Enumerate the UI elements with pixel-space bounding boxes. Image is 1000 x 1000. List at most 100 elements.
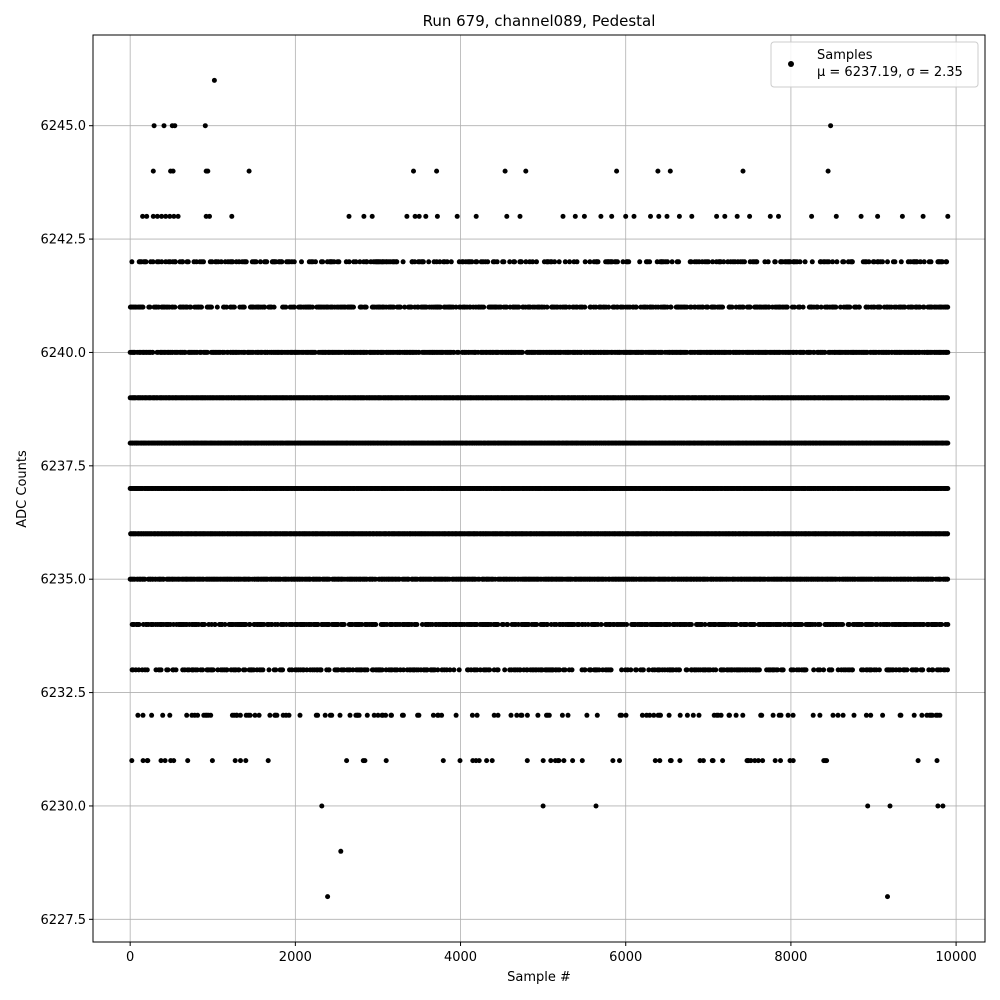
data-point	[637, 259, 643, 265]
data-point	[620, 259, 626, 265]
data-point	[552, 259, 558, 265]
data-point	[199, 304, 204, 310]
data-point	[357, 259, 363, 265]
data-point	[945, 349, 951, 355]
data-point	[791, 304, 797, 310]
data-point	[364, 259, 370, 265]
data-point	[944, 259, 950, 265]
data-point	[945, 486, 951, 491]
data-point	[877, 304, 883, 310]
data-point	[754, 259, 760, 265]
data-point	[448, 259, 454, 265]
data-point	[917, 259, 923, 265]
data-point	[880, 259, 885, 265]
data-point	[143, 259, 149, 265]
data-point	[501, 259, 507, 265]
data-point	[310, 304, 315, 310]
data-point	[567, 259, 573, 265]
data-point	[841, 259, 847, 265]
data-point	[353, 259, 359, 265]
data-point	[231, 304, 237, 310]
data-point	[320, 259, 326, 265]
data-point	[336, 259, 342, 265]
data-point	[444, 259, 450, 265]
data-point	[721, 259, 727, 265]
data-point	[188, 304, 194, 310]
data-point	[209, 259, 215, 265]
data-point	[185, 259, 191, 265]
data-point	[397, 304, 403, 310]
data-point	[150, 349, 156, 355]
data-point	[668, 304, 674, 310]
data-point	[885, 259, 890, 265]
data-point	[201, 259, 206, 265]
data-point	[928, 259, 934, 265]
data-point	[939, 259, 945, 265]
data-point	[945, 395, 950, 401]
data-point	[402, 304, 408, 310]
data-point	[544, 304, 550, 310]
data-point	[172, 259, 178, 265]
data-point	[898, 259, 904, 265]
data-point	[516, 304, 522, 310]
data-point	[312, 349, 318, 355]
data-point	[847, 304, 853, 310]
data-point	[669, 259, 675, 265]
data-point	[945, 531, 951, 537]
data-point	[264, 259, 270, 265]
data-point	[866, 259, 872, 265]
data-point	[688, 259, 694, 265]
data-point	[494, 259, 500, 265]
data-point	[224, 304, 230, 310]
data-point	[299, 259, 304, 265]
data-point	[849, 259, 855, 265]
data-point	[351, 304, 356, 310]
data-point	[172, 304, 178, 310]
data-point	[797, 259, 803, 265]
data-point	[140, 304, 146, 310]
data-point	[833, 304, 839, 310]
data-point	[809, 259, 815, 265]
data-point	[772, 259, 778, 265]
data-point	[512, 259, 518, 265]
data-point	[834, 259, 840, 265]
data-point	[826, 259, 832, 265]
data-point	[562, 259, 568, 265]
data-point	[420, 259, 426, 265]
data-point	[595, 259, 601, 265]
data-point	[822, 349, 828, 355]
data-point	[218, 259, 224, 265]
data-point	[523, 259, 529, 265]
data-point	[437, 304, 443, 310]
data-point	[945, 304, 951, 310]
data-point	[129, 259, 135, 265]
data-point	[784, 304, 790, 310]
data-point	[902, 304, 908, 310]
data-point	[243, 259, 249, 265]
data-point	[705, 304, 711, 310]
data-point	[729, 304, 735, 310]
data-point	[665, 259, 670, 265]
data-point	[412, 259, 418, 265]
data-point	[633, 304, 639, 310]
data-point	[262, 304, 268, 310]
data-point	[331, 259, 337, 265]
data-point	[159, 259, 165, 265]
data-point	[518, 259, 524, 265]
data-point	[150, 259, 156, 265]
data-point	[400, 259, 406, 265]
data-point	[193, 259, 199, 265]
data-point	[394, 259, 400, 265]
data-point	[765, 259, 771, 265]
data-point	[481, 304, 487, 310]
data-point	[363, 304, 369, 310]
data-point	[921, 259, 927, 265]
data-point	[676, 259, 682, 265]
data-point	[720, 304, 726, 310]
data-point	[647, 259, 653, 265]
data-point	[534, 259, 539, 265]
data-point	[582, 259, 588, 265]
data-point	[582, 304, 588, 310]
